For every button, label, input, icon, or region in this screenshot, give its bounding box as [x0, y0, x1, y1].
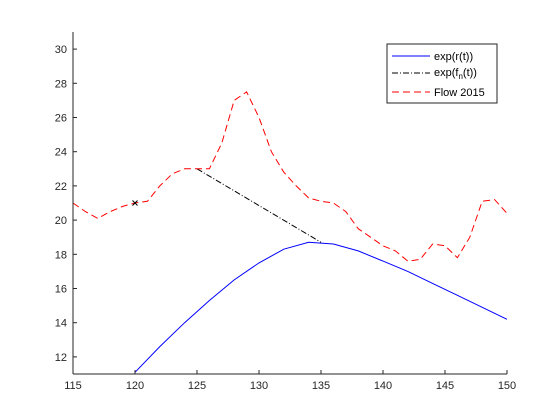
y-tick-label: 14	[55, 318, 67, 330]
y-tick-label: 30	[55, 44, 67, 56]
y-tick-label: 22	[55, 181, 67, 193]
marker-x-0	[132, 200, 138, 206]
legend-label-exp-fn: exp(fn(t))	[434, 67, 477, 81]
legend-label-flow-2015: Flow 2015	[434, 87, 485, 99]
legend: exp(r(t)) exp(fn(t)) Flow 2015	[386, 43, 498, 104]
legend-label-exp-fn-tail: (t))	[463, 67, 477, 79]
x-tick-label: 145	[436, 380, 454, 392]
series-line-0	[134, 241, 507, 373]
x-tick-label: 150	[498, 380, 516, 392]
y-tick-label: 20	[55, 215, 67, 227]
axes: 115 120 125 130 135 140 145 150 12 14 16 18 20 22 24 26…	[55, 32, 516, 392]
y-tick-label: 18	[55, 249, 67, 261]
x-tick-label: 120	[126, 380, 144, 392]
x-tick-label: 115	[64, 380, 82, 392]
y-tick-label: 26	[55, 113, 67, 125]
legend-label-exp-r: exp(r(t))	[434, 51, 473, 63]
y-tick-label: 16	[55, 284, 67, 296]
y-tick-label: 12	[55, 352, 67, 364]
y-tick-label: 28	[55, 78, 67, 90]
x-tick-label: 135	[312, 380, 330, 392]
series-line-2	[73, 91, 507, 262]
series-line-1	[196, 168, 322, 243]
x-tick-label: 140	[374, 380, 392, 392]
y-tick-label: 24	[55, 147, 67, 159]
chart-marks	[73, 91, 507, 373]
x-tick-label: 130	[250, 380, 268, 392]
x-tick-label: 125	[188, 380, 206, 392]
legend-label-exp-fn-main: exp(f	[434, 67, 459, 79]
legend-label-exp-fn-subscript: n	[458, 72, 462, 81]
